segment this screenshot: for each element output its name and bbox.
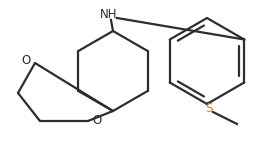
Text: O: O (22, 54, 31, 67)
Text: S: S (205, 102, 213, 114)
Text: NH: NH (100, 8, 118, 22)
Text: O: O (92, 114, 101, 127)
